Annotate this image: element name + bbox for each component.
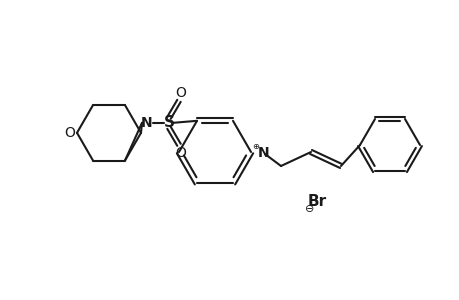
Text: $\ominus$: $\ominus$: [303, 202, 313, 214]
Text: N: N: [141, 116, 152, 130]
Text: $\oplus$: $\oplus$: [252, 142, 260, 151]
Text: S: S: [163, 115, 174, 130]
Text: O: O: [64, 126, 75, 140]
Text: O: O: [175, 86, 186, 100]
Text: O: O: [175, 146, 186, 160]
Text: Br: Br: [308, 194, 326, 209]
Text: N: N: [257, 146, 269, 160]
